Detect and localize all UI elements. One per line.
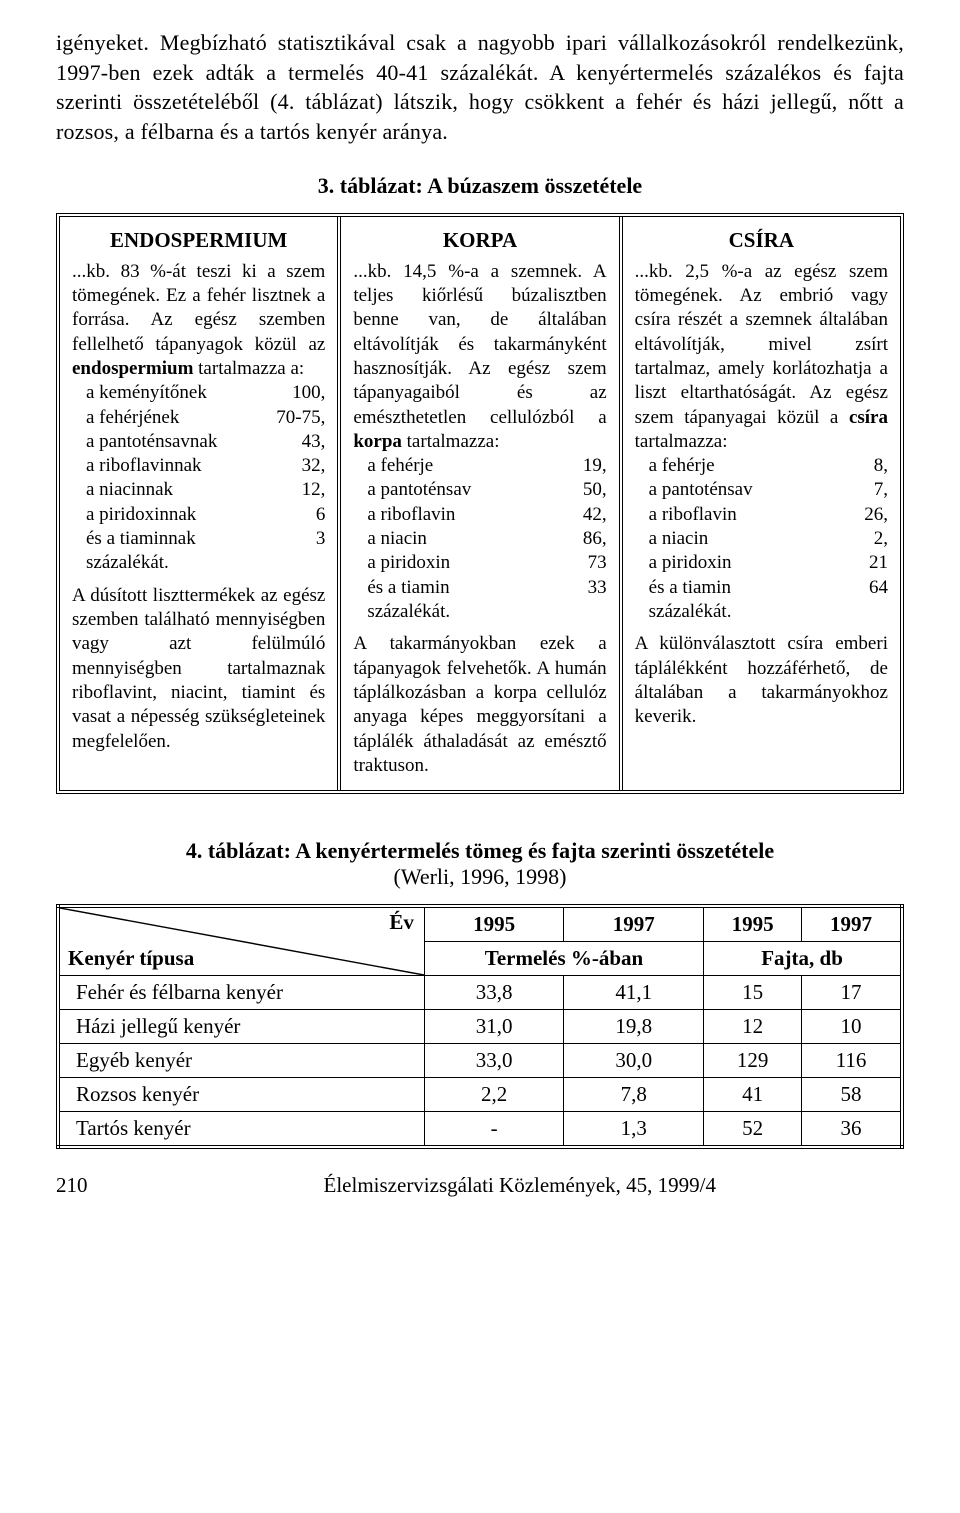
table4-rowname: Rozsos kenyér xyxy=(58,1078,424,1112)
table4-year-head: 1997 xyxy=(802,906,902,942)
table3-item: a riboflavin42, xyxy=(353,503,606,527)
table4-cell: 17 xyxy=(802,976,902,1010)
table4-cell: 15 xyxy=(704,976,802,1010)
table-row: Rozsos kenyér2,27,84158 xyxy=(58,1078,902,1112)
table4-cell: 129 xyxy=(704,1044,802,1078)
table4-cell: 41 xyxy=(704,1078,802,1112)
table4-group-head: Fajta, db xyxy=(704,942,902,976)
table4-cell: 33,8 xyxy=(424,976,564,1010)
table3-item: és a tiaminnak3 xyxy=(72,527,325,551)
table4-cell: 7,8 xyxy=(564,1078,704,1112)
table4-year-head: 1995 xyxy=(704,906,802,942)
table3-item: a fehérje19, xyxy=(353,454,606,478)
table-row: Tartós kenyér-1,35236 xyxy=(58,1112,902,1148)
table-row: Egyéb kenyér33,030,0129116 xyxy=(58,1044,902,1078)
table3-col-0: ENDOSPERMIUM ...kb. 83 %-át teszi ki a sz… xyxy=(60,217,337,790)
table3-item: a keményítőnek100, xyxy=(72,381,325,405)
table3-percent-label: százalékát. xyxy=(72,551,325,575)
table3-item: a piridoxinnak6 xyxy=(72,503,325,527)
table3-item: a piridoxin73 xyxy=(353,551,606,575)
table3-col-intro: ...kb. 14,5 %-a a szemnek. A teljes kiőr… xyxy=(353,260,606,455)
table3-percent-label: százalékát. xyxy=(353,600,606,624)
table3-item: a pantoténsavnak43, xyxy=(72,430,325,454)
table4-cell: 116 xyxy=(802,1044,902,1078)
table4-rowname: Fehér és félbarna kenyér xyxy=(58,976,424,1010)
table3-col-2: CSÍRA ...kb. 2,5 %-a az egész szem tömegé… xyxy=(619,217,900,790)
table-row: Házi jellegű kenyér31,019,81210 xyxy=(58,1010,902,1044)
table3-col-post: A dúsított liszttermékek az egész szembe… xyxy=(72,584,325,754)
table4-diag-header: Év Kenyér típusa xyxy=(58,906,424,976)
table4-rowname: Házi jellegű kenyér xyxy=(58,1010,424,1044)
page-number: 210 xyxy=(56,1173,88,1198)
table3-item: a riboflavin26, xyxy=(635,503,888,527)
table3-item: a pantoténsav7, xyxy=(635,478,888,502)
table3-percent-label: százalékát. xyxy=(635,600,888,624)
table4-cell: 41,1 xyxy=(564,976,704,1010)
table4-diag-bot: Kenyér típusa xyxy=(68,946,194,971)
journal-ref: Élelmiszervizsgálati Közlemények, 45, 19… xyxy=(136,1173,905,1198)
table3-col-post: A takarmányokban ezek a tápanyagok felve… xyxy=(353,632,606,778)
table4-cell: 10 xyxy=(802,1010,902,1044)
table4-cell: 31,0 xyxy=(424,1010,564,1044)
table3-title: 3. táblázat: A búzaszem összetétele xyxy=(56,173,904,199)
table3-col-1: KORPA ...kb. 14,5 %-a a szemnek. A teljes… xyxy=(337,217,618,790)
table4-cell: 19,8 xyxy=(564,1010,704,1044)
table4-cell: 33,0 xyxy=(424,1044,564,1078)
table4-cell: 30,0 xyxy=(564,1044,704,1078)
table3-col-post: A különválasztott csíra emberi táplálékk… xyxy=(635,632,888,729)
table3-col-head: KORPA xyxy=(353,227,606,254)
intro-paragraph: igényeket. Megbízható statisztikával csa… xyxy=(56,28,904,147)
table4-cell: - xyxy=(424,1112,564,1148)
page-footer: 210 Élelmiszervizsgálati Közlemények, 45… xyxy=(56,1173,904,1198)
table3: ENDOSPERMIUM ...kb. 83 %-át teszi ki a sz… xyxy=(56,213,904,794)
table3-col-intro: ...kb. 83 %-át teszi ki a szem tömegének… xyxy=(72,260,325,382)
table3-item: a niacin86, xyxy=(353,527,606,551)
table4-cell: 2,2 xyxy=(424,1078,564,1112)
table4-cell: 12 xyxy=(704,1010,802,1044)
table4-group-head: Termelés %-ában xyxy=(424,942,703,976)
table3-item: a riboflavinnak32, xyxy=(72,454,325,478)
table4-diag-top: Év xyxy=(389,910,414,935)
table4-title: 4. táblázat: A kenyértermelés tömeg és f… xyxy=(56,838,904,864)
table4-rowname: Tartós kenyér xyxy=(58,1112,424,1148)
table3-item: és a tiamin64 xyxy=(635,576,888,600)
table-row: Fehér és félbarna kenyér33,841,11517 xyxy=(58,976,902,1010)
table3-col-head: ENDOSPERMIUM xyxy=(72,227,325,254)
table4-year-head: 1997 xyxy=(564,906,704,942)
table3-item: a niacin2, xyxy=(635,527,888,551)
table4-subtitle: (Werli, 1996, 1998) xyxy=(56,864,904,890)
table4-year-head: 1995 xyxy=(424,906,564,942)
table4-cell: 52 xyxy=(704,1112,802,1148)
table3-item: a fehérjének70-75, xyxy=(72,406,325,430)
table4-rowname: Egyéb kenyér xyxy=(58,1044,424,1078)
table4: ÉvKenyér típusa1995199719951997Termelés … xyxy=(56,904,904,1149)
table3-item: a piridoxin21 xyxy=(635,551,888,575)
table3-item: és a tiamin33 xyxy=(353,576,606,600)
table3-col-head: CSÍRA xyxy=(635,227,888,254)
table3-item: a niacinnak12, xyxy=(72,478,325,502)
table3-col-intro: ...kb. 2,5 %-a az egész szem tömegének. … xyxy=(635,260,888,455)
table4-cell: 1,3 xyxy=(564,1112,704,1148)
table3-item: a pantoténsav50, xyxy=(353,478,606,502)
table4-cell: 36 xyxy=(802,1112,902,1148)
table3-item: a fehérje8, xyxy=(635,454,888,478)
table4-cell: 58 xyxy=(802,1078,902,1112)
